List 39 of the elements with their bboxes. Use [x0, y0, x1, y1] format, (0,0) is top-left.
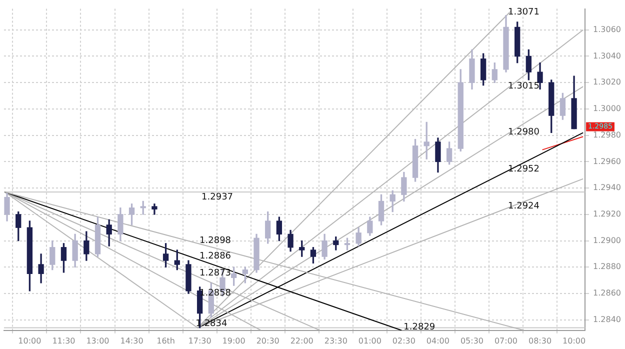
x-tick-label: 17:30	[188, 336, 212, 346]
y-tick-label: 1.3040	[593, 51, 622, 60]
y-tick-label: 1.2980	[593, 130, 622, 140]
y-tick-label: 1.2860	[593, 288, 622, 298]
x-tick-label: 23:30	[324, 336, 348, 346]
x-tick-label: 20:30	[256, 336, 280, 346]
y-tick-label: 1.2920	[593, 209, 622, 218]
x-tick-label: 07:00	[494, 336, 518, 346]
y-tick-label: 1.3020	[593, 78, 622, 87]
annotation: 1.2952	[508, 164, 540, 175]
x-tick-label: 01:00	[358, 336, 382, 346]
x-tick-label: 05:30	[460, 336, 484, 346]
annotation: 1.2886	[200, 252, 232, 262]
x-tick-label: 13:00	[86, 336, 110, 346]
y-tick-label: 1.2840	[593, 314, 622, 324]
x-tick-label: 19:00	[222, 336, 246, 346]
y-tick-label: 1.2940	[593, 183, 622, 192]
y-tick-label: 1.3060	[593, 24, 622, 34]
x-tick-label: 04:00	[426, 336, 450, 346]
ref-line-label: 1.2937	[202, 192, 234, 202]
x-tick-label: 10:00	[562, 336, 586, 346]
x-tick-label: 16th	[156, 336, 175, 346]
x-tick-label: 02:30	[392, 336, 416, 346]
annotation: 1.3015	[508, 82, 540, 92]
x-tick-label: 10:00	[18, 336, 42, 346]
annotation: 1.2980	[508, 128, 540, 138]
x-tick-label: 22:00	[290, 336, 314, 346]
y-tick-label: 1.3000	[593, 104, 622, 114]
x-tick-label: 11:30	[52, 336, 76, 346]
y-tick-label: 1.2960	[593, 156, 622, 166]
y-tick-label: 1.2880	[593, 262, 622, 272]
x-tick-label: 08:30	[528, 336, 552, 346]
annotation: 1.2924	[508, 201, 540, 212]
annotation: 1.2829	[404, 322, 436, 333]
annotation: 1.2873	[200, 268, 232, 279]
x-tick-label: 14:30	[120, 336, 144, 346]
annotation: 1.3071	[508, 8, 540, 18]
annotation: 1.2898	[200, 236, 232, 246]
y-tick-label: 1.2900	[593, 236, 622, 245]
